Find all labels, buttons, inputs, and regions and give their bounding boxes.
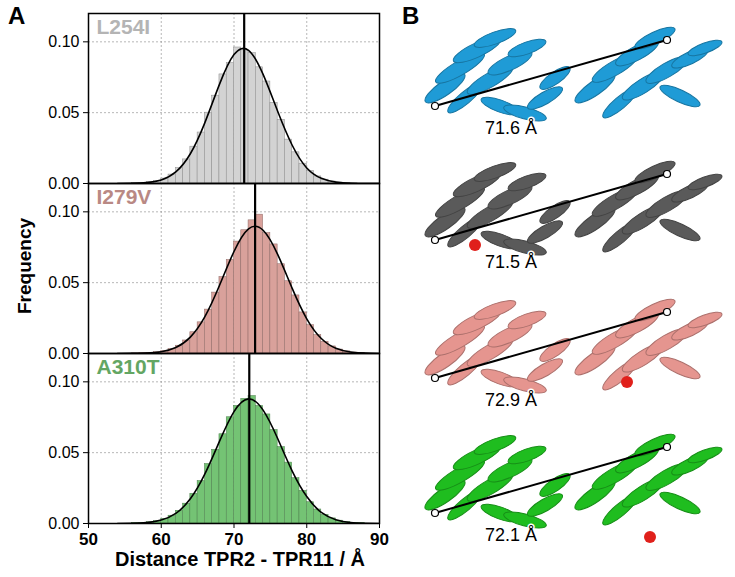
- html-text:Frequency: Frequency: [14, 218, 35, 314]
- svg-text:0.00: 0.00: [48, 345, 79, 362]
- html-text:A: A: [8, 2, 26, 29]
- svg-text:50: 50: [79, 530, 98, 549]
- html-text:B: B: [402, 2, 420, 29]
- svg-text:71.6 Å: 71.6 Å: [485, 118, 537, 138]
- svg-text:72.9 Å: 72.9 Å: [485, 390, 537, 410]
- svg-text:60: 60: [152, 530, 171, 549]
- svg-text:90: 90: [370, 530, 389, 549]
- svg-text:A310T: A310T: [97, 355, 160, 378]
- svg-text:0.00: 0.00: [48, 515, 79, 532]
- svg-text:0.00: 0.00: [48, 175, 79, 192]
- svg-text:I279V: I279V: [97, 185, 152, 208]
- svg-text:0.10: 0.10: [48, 373, 79, 390]
- svg-text:L254I: L254I: [97, 15, 151, 38]
- svg-text:0.05: 0.05: [48, 444, 79, 461]
- svg-text:80: 80: [297, 530, 316, 549]
- html-text:Distance TPR2 - TPR11 / Å: Distance TPR2 - TPR11 / Å: [115, 548, 365, 570]
- svg-text:71.5 Å: 71.5 Å: [485, 252, 537, 272]
- svg-text:0.05: 0.05: [48, 274, 79, 291]
- svg-text:0.10: 0.10: [48, 203, 79, 220]
- svg-text:0.10: 0.10: [48, 33, 79, 50]
- svg-text:72.1 Å: 72.1 Å: [485, 525, 537, 545]
- svg-text:0.05: 0.05: [48, 104, 79, 121]
- svg-text:70: 70: [225, 530, 244, 549]
